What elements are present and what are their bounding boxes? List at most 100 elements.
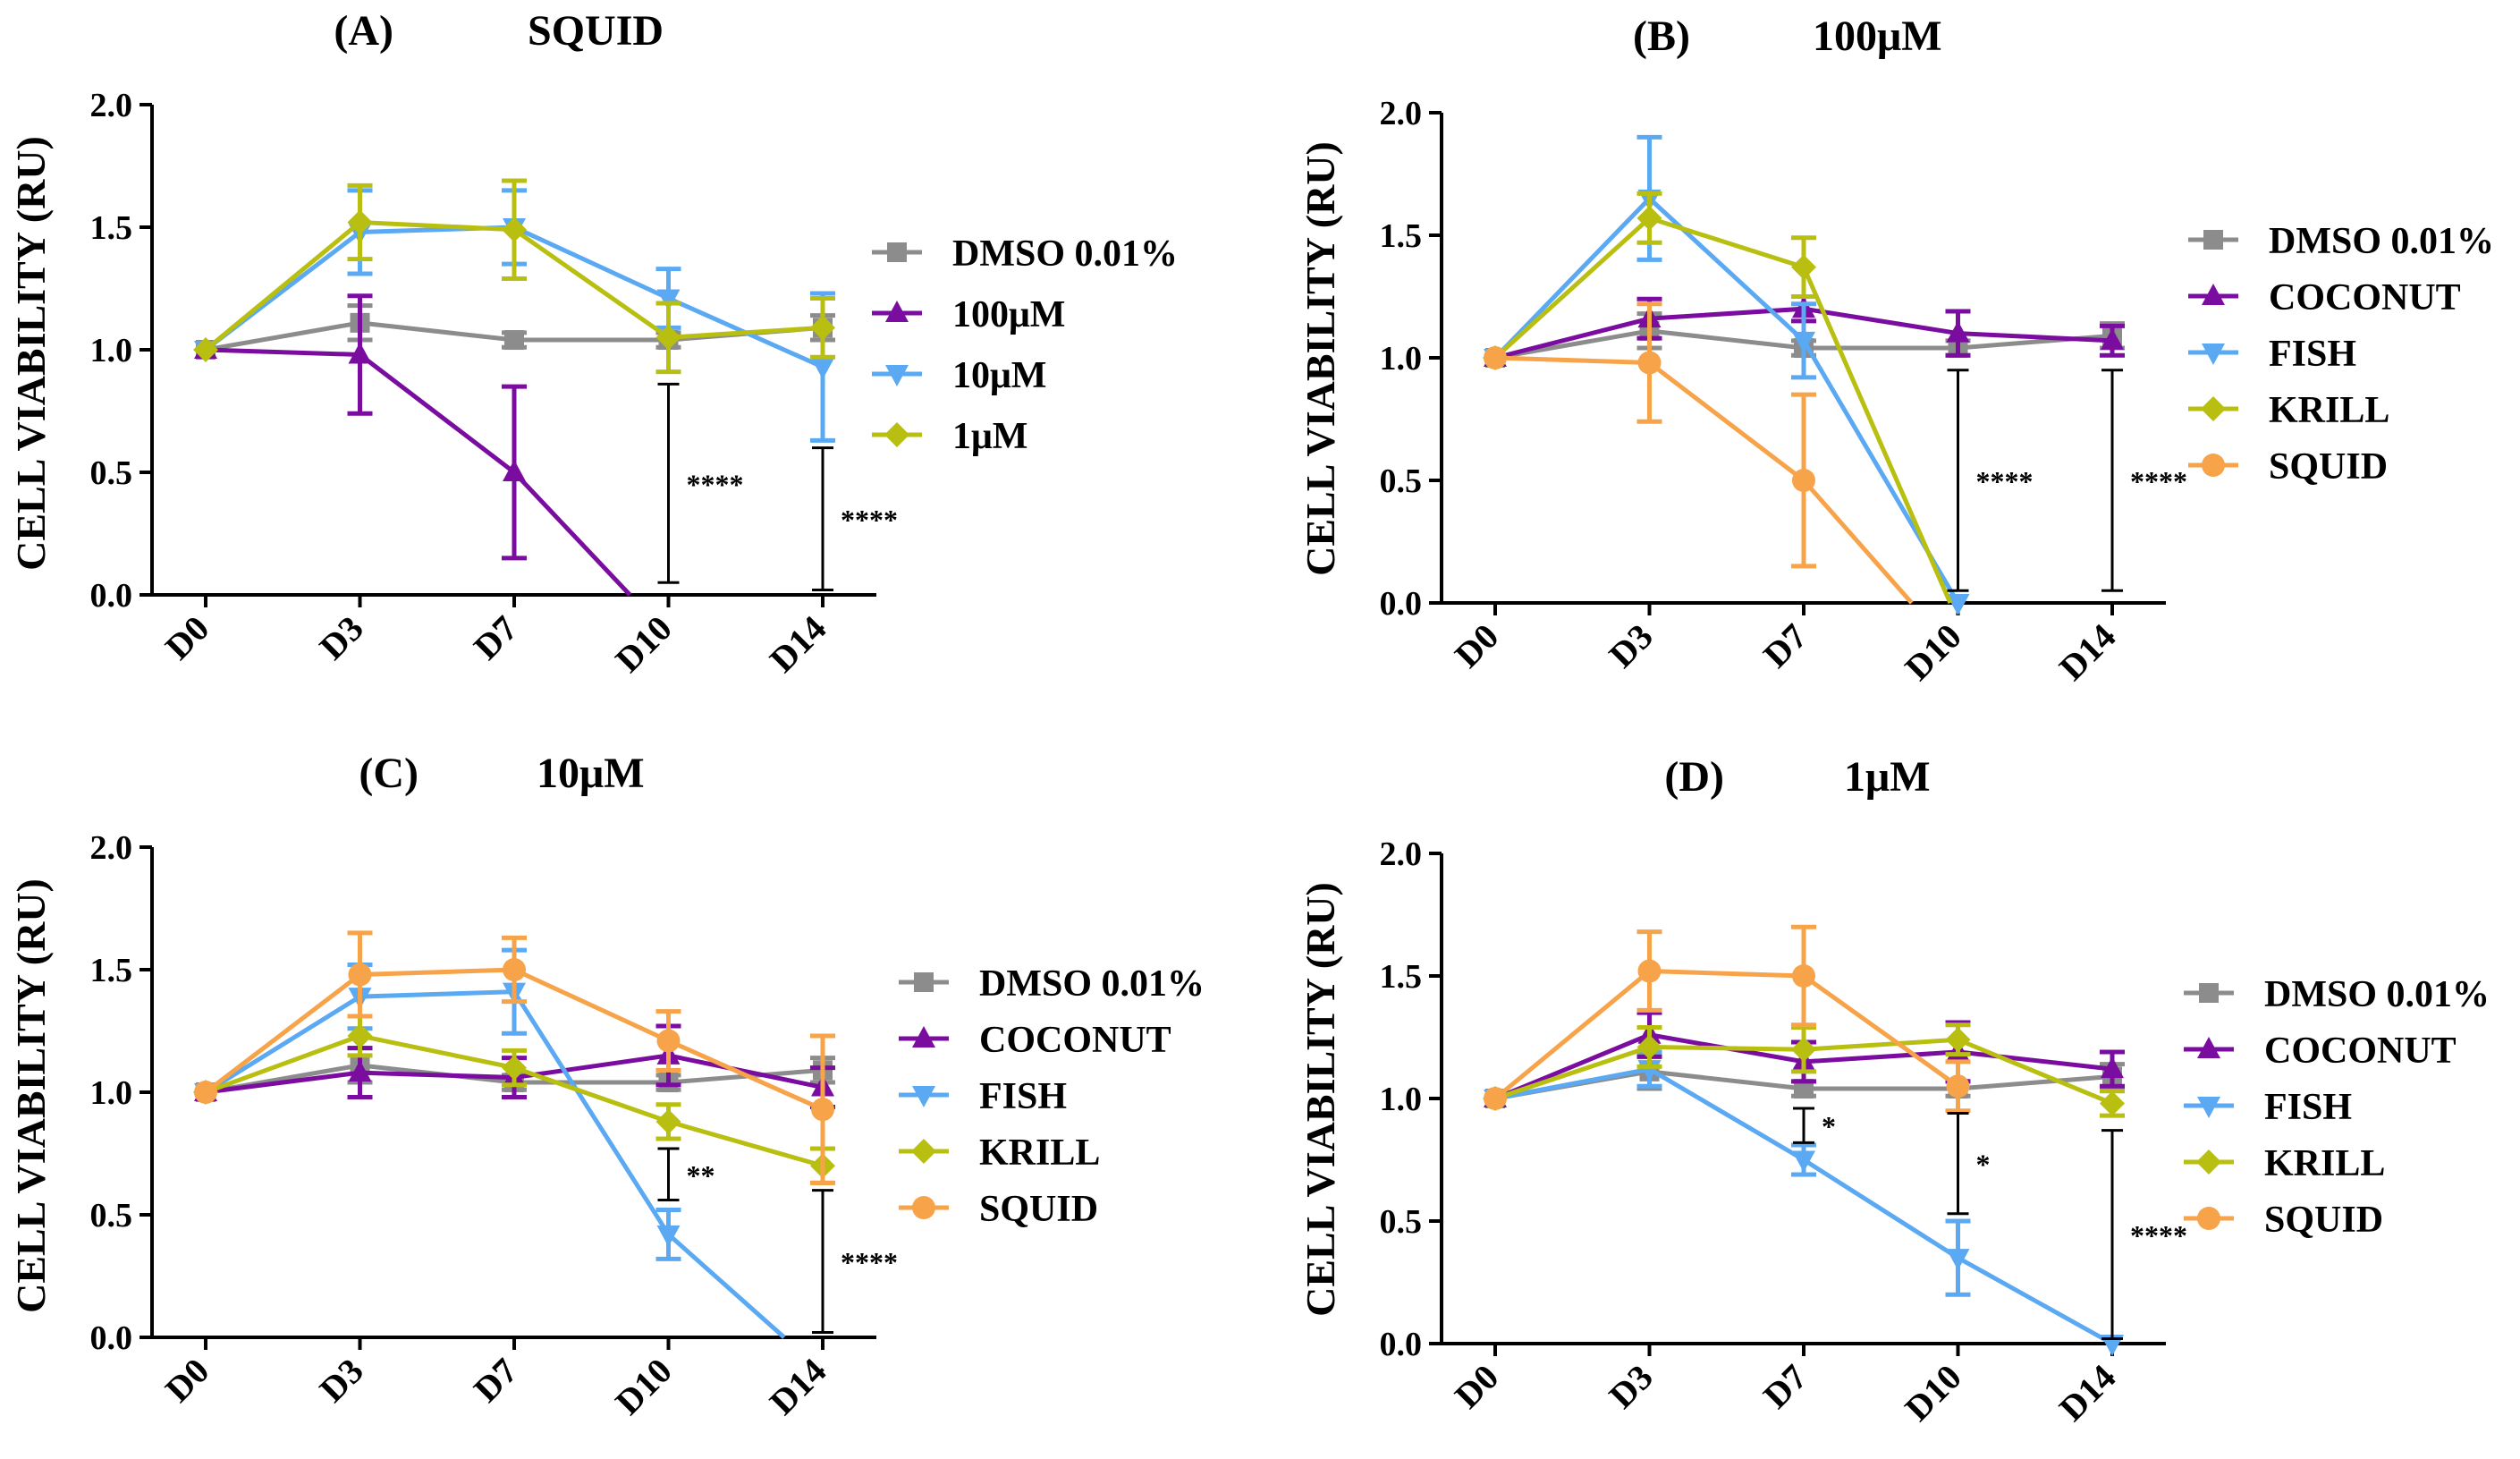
panel-title: 100μM [1813,13,1942,60]
panel-label: (B) [1633,13,1690,60]
y-tick-label: 2.0 [1380,95,1423,132]
legend-label: 1μM [952,416,1027,457]
legend-label: DMSO 0.01% [2264,974,2490,1015]
data-point [655,1108,681,1134]
series-line [1494,355,1914,605]
y-tick-label: 0.0 [1380,585,1423,623]
series-line [1493,216,1953,605]
data-point [1792,469,1815,492]
y-tick-label: 2.0 [90,829,133,867]
panel-title: SQUID [528,7,664,55]
y-tick-label: 0.5 [90,1197,133,1234]
data-point [1945,1027,1971,1053]
legend-marker [911,1139,936,1164]
x-tick-label: D10 [607,1351,680,1423]
y-tick-label: 1.5 [1380,958,1423,996]
data-point [194,1081,217,1104]
y-tick-label: 0.0 [1380,1326,1423,1363]
legend-marker [2197,1207,2220,1230]
data-point [348,342,372,364]
x-tick-label: D0 [1447,616,1506,675]
legend-marker [2196,1149,2221,1175]
data-point [347,1022,373,1048]
legend-label: SQUID [979,1189,1098,1230]
legend: DMSO 0.01% COCONUT FISH KRILL SQUID [2188,221,2494,488]
series-line [205,347,632,597]
series-line [1493,195,1960,605]
legend-marker [2202,344,2225,365]
legend-marker [2202,454,2225,477]
data-point [1791,254,1816,280]
y-tick-label: 1.0 [1380,1081,1423,1118]
data-point [1636,1034,1662,1060]
data-point [503,958,526,981]
x-tick-label: D14 [762,608,834,681]
significance-label: **** [841,1246,898,1278]
plot-area: 0.00.51.01.52.0D0 D3 D7 D10 D14****** [1380,836,2188,1429]
x-tick-label: D7 [466,608,525,667]
x-tick-label: D0 [157,608,216,667]
data-point [503,460,526,481]
data-point [1946,1074,1970,1098]
data-point [2101,1056,2124,1079]
legend: DMSO 0.01% COCONUT FISH KRILL SQUID [2184,974,2490,1241]
data-point [656,1029,681,1053]
data-point [2100,1090,2125,1116]
x-tick-label: D10 [607,608,680,681]
data-point [502,216,527,242]
legend-label: DMSO 0.01% [952,233,1178,275]
y-tick-label: 0.0 [90,577,133,615]
x-tick-label: D3 [311,608,370,667]
legend-marker [2197,1097,2220,1118]
legend-marker [914,972,934,992]
significance-label: **** [2130,1219,2187,1251]
significance-label: **** [1976,465,2034,497]
data-point [656,289,681,311]
y-axis-label: CELL VIABILITY (RU) [8,878,54,1313]
legend-label: FISH [2269,334,2356,375]
data-point [504,330,524,351]
y-tick-label: 0.5 [1380,1203,1423,1241]
legend-marker [912,1196,935,1219]
series-line [1493,968,1959,1100]
y-tick-label: 1.5 [1380,217,1423,255]
y-tick-label: 2.0 [90,87,133,124]
legend-marker [912,1086,935,1107]
y-tick-label: 1.0 [90,1074,133,1112]
legend-marker [884,422,909,447]
x-tick-label: D14 [2051,616,2124,689]
y-axis-label: CELL VIABILITY (RU) [1298,882,1343,1317]
x-tick-label: D14 [762,1351,834,1423]
data-point [656,1225,681,1247]
significance-label: * [1976,1149,1991,1181]
data-point [348,1060,372,1082]
data-point [1637,959,1662,983]
significance-label: **** [841,504,898,536]
data-point [1484,1087,1507,1110]
legend-label: FISH [2264,1087,2352,1128]
legend-marker [912,1026,935,1048]
y-tick-label: 1.5 [90,952,133,989]
legend-marker [885,301,909,322]
data-point [1946,320,1970,343]
data-point [811,358,834,380]
x-tick-label: D7 [1755,616,1814,675]
y-tick-label: 1.0 [1380,340,1423,377]
legend-label: 100μM [952,294,1065,335]
data-point [1794,1079,1814,1099]
y-axis-label: CELL VIABILITY (RU) [8,136,54,571]
data-point [347,209,373,235]
legend-label: 10μM [952,355,1046,396]
legend-label: KRILL [979,1132,1100,1174]
significance-label: ** [687,1159,715,1192]
legend: DMSO 0.01% 100μM 10μM 1μM [872,233,1178,457]
y-tick-label: 0.5 [90,454,133,492]
x-tick-label: D14 [2051,1357,2124,1429]
y-tick-label: 0.0 [90,1319,133,1357]
panel-label: (C) [359,750,419,797]
significance-label: **** [687,468,744,500]
legend-marker [2201,396,2226,421]
data-point [1946,594,1970,615]
legend-label: SQUID [2269,446,2388,488]
